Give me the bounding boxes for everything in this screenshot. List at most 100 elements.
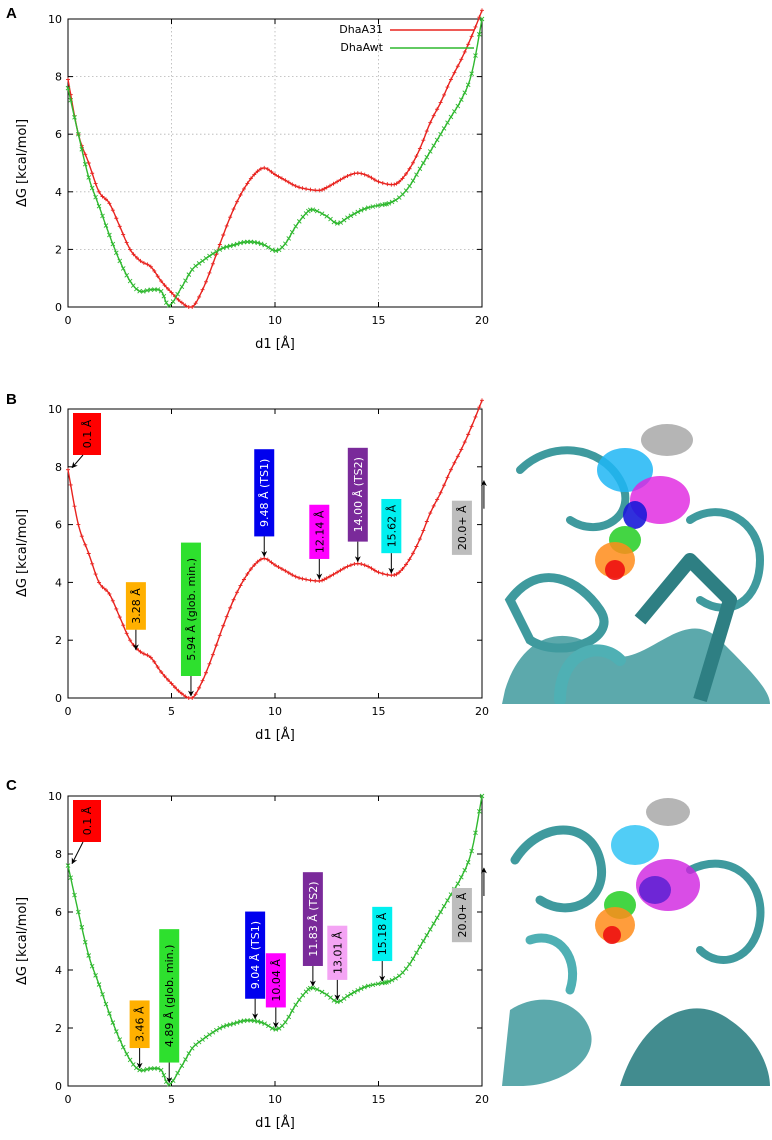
panel-a-point [380,181,385,186]
panel-a-point [445,120,450,125]
panel-c-point [227,1022,233,1027]
panel-c-chart: 0 5 10 15 20 0 2 4 6 8 10 0.1 Å 3.46 Å 4.89 Å (glob.… [15,790,489,1131]
panel-c-point [186,1051,192,1056]
panel-b-annotation-box [309,504,330,559]
panel-b-point [348,563,353,568]
panel-b-point [248,567,253,572]
panel-b-annotation-label: 15.62 Å [385,504,398,547]
panel-c-xtick-label: 20 [475,1093,489,1106]
panel-c-point [266,1023,271,1029]
panel-b-point [385,572,390,577]
panel-a-xtick-label: 5 [168,314,175,327]
panel-a-xtick-label: 20 [475,314,489,327]
panel-b-ytick-label: 2 [55,634,62,647]
panel-b-point [394,572,399,577]
panel-a-point [183,278,188,283]
panel-a-point [255,240,261,246]
panel-a-point [137,288,142,294]
panel-a-point [110,241,116,247]
panel-b-point [107,591,112,596]
panel-c-point [68,875,74,881]
panel-a-point [370,204,376,209]
panel-b-plot-frame [67,408,483,699]
panel-a-point [155,274,160,279]
panel-b-point [435,497,440,502]
panel-a-point [335,179,340,184]
panel-c-point [183,1057,188,1062]
panel-b-annotation: 14.00 Å (TS2) [347,447,368,563]
panel-b-point [231,597,236,602]
protein-structure-image-b [502,420,770,704]
panel-c-xtick-label: 0 [65,1093,72,1106]
panel-b-point [224,614,229,619]
panel-a-point [159,279,164,284]
panel-a-point [296,219,302,224]
panel-c-point [200,1037,205,1042]
panel-a-grid [68,19,482,307]
panel-a-point [90,171,95,176]
panel-a-point [431,113,436,118]
panel-a-point [190,305,195,309]
panel-c-series [65,793,485,1087]
panel-a-point [327,183,332,188]
panel-b-ytick-label: 10 [48,403,62,416]
panel-c-point [273,1027,279,1032]
panel-b-annotation: 15.62 Å [381,498,402,574]
panel-a-point [166,303,172,308]
panel-c-ytick-label: 2 [55,1022,62,1035]
panel-b-annotation-box [180,542,201,676]
panel-a-point [131,252,136,257]
panel-b-point [417,537,422,542]
panel-b-point [155,665,160,670]
panel-b-annotation: 9.48 Å (TS1) [254,449,275,558]
panel-b-point [424,519,429,524]
panel-letter-b: B [6,391,17,408]
panel-a-point [324,185,329,190]
panel-b-point [338,568,343,573]
panel-a-point [441,126,447,131]
panel-c-point [365,983,371,989]
panel-a-point [252,172,257,177]
panel-a-point [210,261,215,266]
panel-a-point [245,181,250,186]
panel-a-point [79,147,85,152]
panel-b-point [258,557,263,562]
panel-c-annotation-box [327,925,348,980]
panel-a-point [407,166,412,171]
panel-c-point [120,1044,126,1050]
panel-b-point [269,560,274,565]
panel-a-point [220,245,226,251]
panel-a-point [279,176,284,181]
panel-a-point [72,115,77,120]
panel-b-point [141,651,146,656]
panel-b-point [286,570,291,575]
panel-a-point [389,199,395,205]
panel-a-point [476,31,482,37]
panel-c-point [100,991,105,997]
panel-b-point [308,578,313,583]
panel-b-annotation-label: 14.00 Å (TS2) [352,457,365,532]
panel-a-point [207,253,212,259]
panel-b-point [100,585,105,590]
panel-a-point [297,185,302,190]
panel-a-point [366,173,371,178]
panel-a-point [200,258,205,264]
panel-a-xlabel: d1 [Å] [255,336,295,352]
panel-b-point [97,580,102,585]
panel-a-point [245,239,250,245]
panel-a-point [83,152,88,157]
panel-a-point [241,186,246,191]
panel-b-point [392,573,397,578]
panel-a-point [65,85,71,91]
panel-a-point [369,175,374,180]
panel-a-ytick-label: 2 [55,243,62,256]
panel-c-point [348,991,354,997]
panel-c-point [417,944,423,950]
panel-c-point [82,939,88,945]
panel-c-point [414,950,419,956]
panel-c-annotation: 13.01 Å [327,925,348,1001]
panel-a-point [113,250,119,256]
panel-c-point [251,1018,257,1024]
panel-b-point [279,566,284,571]
panel-b-point [448,467,453,472]
